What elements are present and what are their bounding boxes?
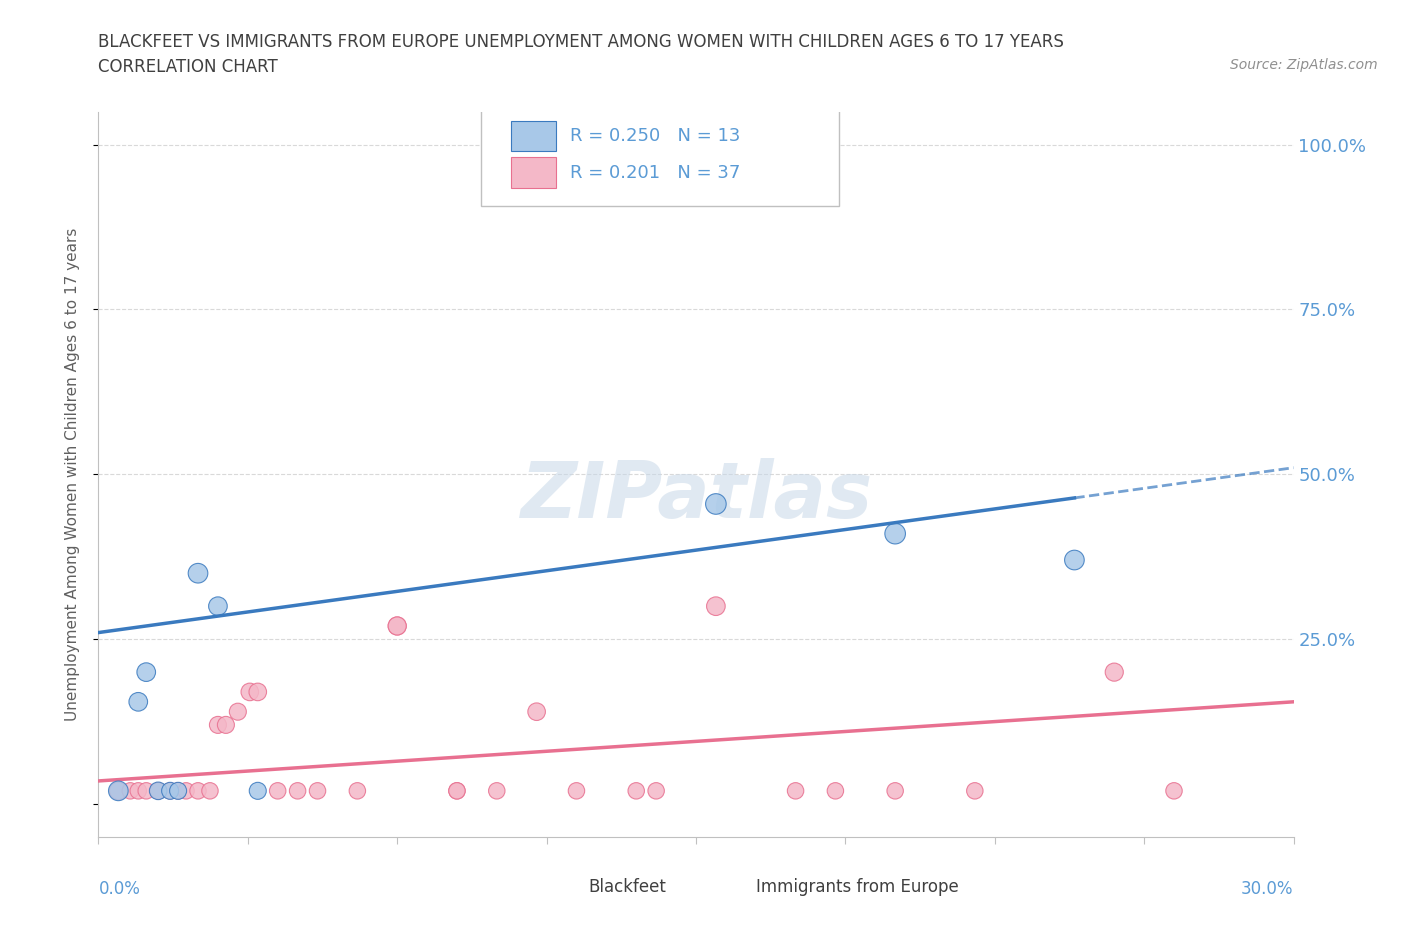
Text: Blackfeet: Blackfeet xyxy=(589,878,666,896)
Point xyxy=(159,783,181,798)
Point xyxy=(626,783,648,798)
Text: R = 0.201   N = 37: R = 0.201 N = 37 xyxy=(571,164,741,181)
Point xyxy=(107,783,129,798)
Point xyxy=(704,599,727,614)
Point xyxy=(884,526,907,541)
Point xyxy=(148,783,170,798)
FancyBboxPatch shape xyxy=(510,121,557,152)
Point xyxy=(1063,552,1085,567)
FancyBboxPatch shape xyxy=(481,104,839,206)
Point xyxy=(127,695,149,710)
Text: R = 0.250   N = 13: R = 0.250 N = 13 xyxy=(571,127,741,145)
Point xyxy=(704,497,727,512)
Point xyxy=(174,783,197,798)
FancyBboxPatch shape xyxy=(540,875,579,898)
Point xyxy=(207,717,229,732)
Point xyxy=(287,783,309,798)
Point xyxy=(485,170,508,185)
Point xyxy=(127,783,149,798)
Point xyxy=(884,783,907,798)
Point xyxy=(107,783,129,798)
Point xyxy=(207,599,229,614)
Point xyxy=(148,783,170,798)
Point xyxy=(187,565,209,580)
Point xyxy=(446,783,468,798)
Point xyxy=(120,783,142,798)
Text: CORRELATION CHART: CORRELATION CHART xyxy=(98,58,278,75)
Text: ZIPatlas: ZIPatlas xyxy=(520,458,872,534)
Text: 0.0%: 0.0% xyxy=(98,880,141,897)
Point xyxy=(963,783,986,798)
Text: Source: ZipAtlas.com: Source: ZipAtlas.com xyxy=(1230,58,1378,72)
Point xyxy=(1163,783,1185,798)
Point xyxy=(239,684,262,699)
Point xyxy=(565,783,588,798)
Point xyxy=(246,783,269,798)
Point xyxy=(446,783,468,798)
Point xyxy=(187,783,209,798)
Point xyxy=(645,783,668,798)
Point xyxy=(198,783,221,798)
Text: 30.0%: 30.0% xyxy=(1241,880,1294,897)
Point xyxy=(135,783,157,798)
Point xyxy=(148,783,170,798)
Point xyxy=(246,684,269,699)
Text: BLACKFEET VS IMMIGRANTS FROM EUROPE UNEMPLOYMENT AMONG WOMEN WITH CHILDREN AGES : BLACKFEET VS IMMIGRANTS FROM EUROPE UNEM… xyxy=(98,33,1064,50)
Text: Immigrants from Europe: Immigrants from Europe xyxy=(756,878,959,896)
Point xyxy=(107,783,129,798)
Point xyxy=(385,618,409,633)
Point xyxy=(215,717,238,732)
Point xyxy=(135,665,157,680)
Point xyxy=(226,704,249,719)
Point xyxy=(346,783,368,798)
FancyBboxPatch shape xyxy=(510,157,557,188)
Point xyxy=(1102,665,1125,680)
Y-axis label: Unemployment Among Women with Children Ages 6 to 17 years: Unemployment Among Women with Children A… xyxy=(65,228,80,721)
Point xyxy=(167,783,190,798)
Point xyxy=(167,783,190,798)
Point xyxy=(485,783,508,798)
Point xyxy=(824,783,846,798)
Point xyxy=(267,783,290,798)
Point xyxy=(159,783,181,798)
Point xyxy=(307,783,329,798)
Point xyxy=(785,783,807,798)
Point xyxy=(385,618,409,633)
FancyBboxPatch shape xyxy=(709,875,747,898)
Point xyxy=(526,704,548,719)
